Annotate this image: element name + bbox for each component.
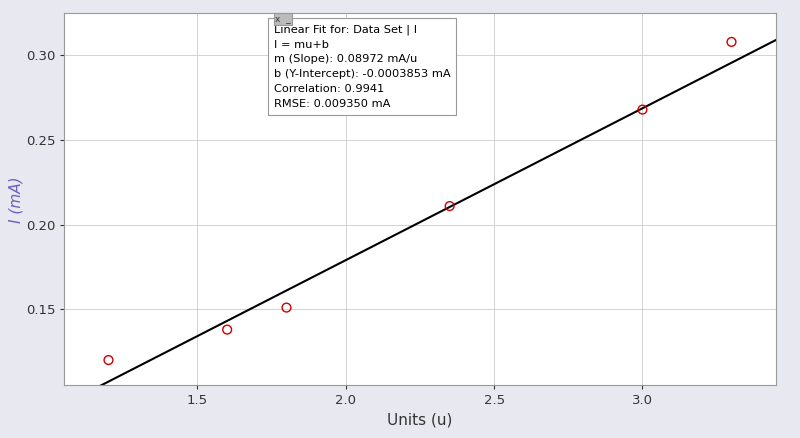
Text: x  _: x _ [275,14,291,24]
X-axis label: Units (u): Units (u) [387,412,453,427]
Point [102,357,115,364]
Point [636,106,649,113]
Text: Linear Fit for: Data Set | I
I = mu+b
m (Slope): 0.08972 mA/u
b (Y-Intercept): -: Linear Fit for: Data Set | I I = mu+b m … [274,24,450,109]
Point [725,39,738,46]
Point [443,202,456,209]
Point [221,326,234,333]
Y-axis label: I (mA): I (mA) [8,176,23,223]
Point [280,304,293,311]
